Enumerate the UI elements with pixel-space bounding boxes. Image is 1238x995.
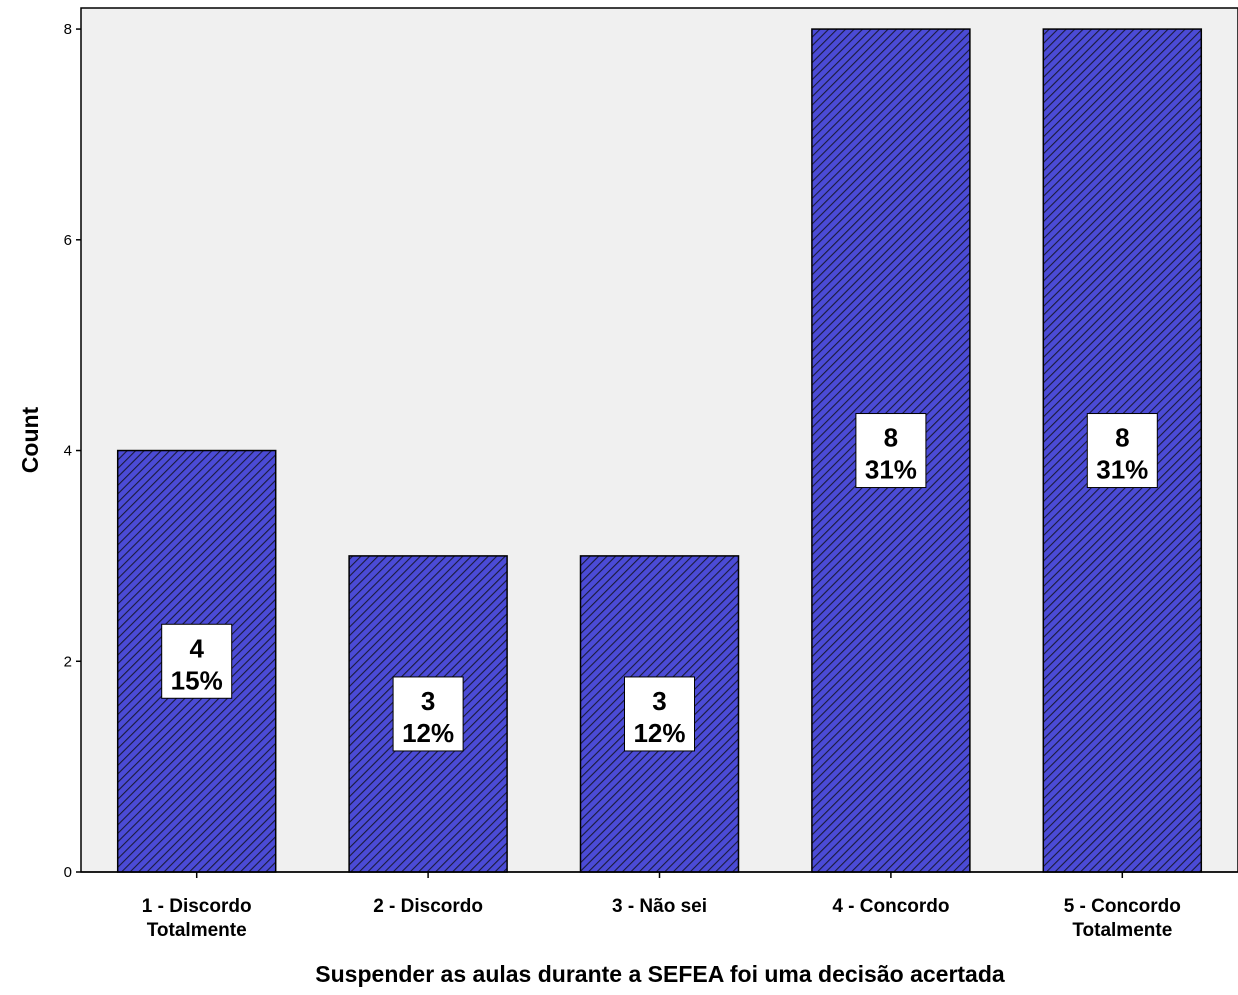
x-tick-label: 1 - Discordo xyxy=(142,896,252,917)
data-label-count: 4 xyxy=(189,633,204,663)
data-label-box xyxy=(855,413,927,489)
y-axis: 0 2 4 6 8 xyxy=(64,21,81,881)
data-label-percent: 12% xyxy=(633,718,685,748)
y-tick-label: 2 xyxy=(64,653,72,670)
data-label-box xyxy=(1086,413,1158,489)
data-label-percent: 12% xyxy=(402,718,454,748)
data-label-count: 8 xyxy=(884,423,898,453)
y-tick-label: 0 xyxy=(64,864,72,881)
data-label-percent: 31% xyxy=(1096,455,1148,485)
x-tick-label: Totalmente xyxy=(1072,920,1172,941)
data-label-count: 8 xyxy=(1115,423,1129,453)
y-axis-title: Count xyxy=(17,406,43,473)
data-label-percent: 15% xyxy=(171,665,223,695)
x-tick-label: 5 - Concordo xyxy=(1064,896,1181,917)
data-label-box xyxy=(624,676,695,752)
y-tick-label: 4 xyxy=(64,443,72,460)
y-tick-label: 8 xyxy=(64,21,72,38)
x-tick-label: 4 - Concordo xyxy=(832,896,949,917)
x-tick-label: Totalmente xyxy=(147,920,247,941)
data-labels-group: 415%312%312%831%831% xyxy=(161,413,1158,752)
x-tick-label: 3 - Não sei xyxy=(612,896,707,917)
data-label-box xyxy=(161,623,233,699)
y-tick-label: 6 xyxy=(64,232,72,249)
data-label-box xyxy=(392,676,464,752)
data-label-count: 3 xyxy=(421,686,435,716)
x-axis: 1 - Discordo Totalmente 2 - Discordo 3 - Nã… xyxy=(81,871,1238,941)
data-label-count: 3 xyxy=(652,686,666,716)
x-tick-label: 2 - Discordo xyxy=(373,896,483,917)
data-label-percent: 31% xyxy=(865,455,917,485)
x-axis-title: Suspender as aulas durante a SEFEA foi u… xyxy=(315,961,1005,987)
